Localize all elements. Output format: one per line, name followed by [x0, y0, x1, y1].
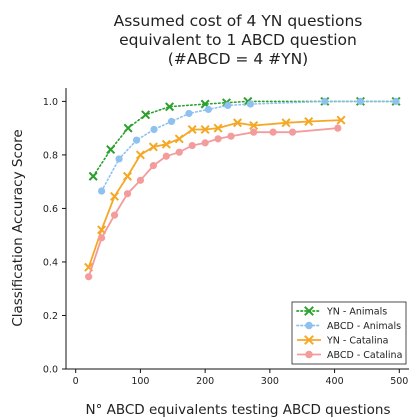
- series-line-abcd-animals: [100, 100, 397, 192]
- x-tick-label: 100: [131, 376, 149, 387]
- data-point-abcd-catalina: [123, 190, 132, 198]
- data-point-yn-catalina: [249, 120, 259, 130]
- x-tick-label: 300: [261, 376, 279, 387]
- data-point-abcd-animals: [185, 109, 193, 118]
- x-ticks: 0 100 200 300 400 500: [73, 369, 408, 387]
- data-point-yn-catalina: [200, 124, 210, 134]
- data-point-yn-catalina: [110, 191, 120, 201]
- chart-title-line-1: Assumed cost of 4 YN questions: [114, 12, 363, 30]
- data-point-abcd-animals: [167, 117, 176, 126]
- data-point-abcd-catalina: [85, 273, 93, 281]
- data-point-abcd-animals: [224, 101, 232, 109]
- data-point-abcd-catalina: [188, 141, 196, 150]
- x-tick-label: 400: [326, 376, 344, 387]
- data-point-abcd-animals: [321, 97, 329, 105]
- y-axis-label: Classification Accuracy Score: [10, 129, 26, 326]
- data-point-abcd-catalina: [175, 148, 183, 156]
- y-tick-label: 0.6: [43, 204, 58, 215]
- data-point-yn-animals: [165, 102, 175, 112]
- data-point-yn-catalina: [161, 139, 171, 149]
- x-tick-label: 0: [73, 376, 79, 387]
- data-point-yn-animals: [88, 171, 98, 181]
- data-point-abcd-animals: [392, 97, 400, 105]
- series-abcd-catalina: [85, 124, 342, 281]
- data-point-yn-catalina: [135, 150, 145, 160]
- data-point-yn-animals: [106, 145, 116, 155]
- legend-label: ABCD - Animals: [327, 321, 401, 332]
- data-point-abcd-animals: [115, 155, 123, 163]
- data-point-abcd-animals: [356, 97, 365, 105]
- x-tick-label: 200: [196, 376, 214, 387]
- legend-marker: [305, 350, 313, 359]
- chart-title-line-3: (#ABCD = 4 #YN): [168, 50, 308, 68]
- data-point-abcd-animals: [246, 100, 255, 108]
- y-tick-label: 1.0: [43, 97, 58, 108]
- legend: YN - Animals ABCD - Animals YN - Catalina A…: [291, 301, 407, 365]
- data-point-abcd-catalina: [162, 152, 170, 160]
- data-point-abcd-animals: [132, 136, 141, 144]
- legend-marker: [305, 321, 313, 330]
- legend-marker: [304, 335, 314, 345]
- legend-item: ABCD - Catalina: [297, 350, 402, 361]
- data-point-abcd-catalina: [269, 128, 277, 136]
- x-axis-label: N° ABCD equivalents testing ABCD questio…: [85, 402, 390, 418]
- legend-label: YN - Animals: [326, 307, 387, 318]
- data-point-abcd-catalina: [201, 139, 209, 147]
- data-point-yn-catalina: [148, 142, 158, 152]
- y-tick-label: 0.8: [43, 150, 58, 161]
- y-tick-label: 0.4: [43, 257, 58, 268]
- data-point-yn-catalina: [174, 134, 184, 144]
- data-point-abcd-catalina: [149, 162, 157, 170]
- data-point-abcd-catalina: [250, 128, 258, 136]
- data-point-abcd-animals: [204, 105, 212, 114]
- data-point-abcd-catalina: [97, 234, 106, 242]
- data-point-abcd-catalina: [110, 211, 119, 219]
- y-tick-label: 0.0: [43, 365, 58, 376]
- legend-label: ABCD - Catalina: [327, 350, 402, 361]
- legend-marker: [304, 306, 314, 316]
- data-point-abcd-catalina: [227, 132, 235, 140]
- data-point-yn-catalina: [232, 118, 243, 128]
- data-point-yn-catalina: [304, 116, 314, 126]
- data-point-yn-animals: [123, 123, 133, 133]
- y-tick-label: 0.2: [43, 311, 58, 322]
- y-ticks: 0.0 0.2 0.4 0.6 0.8 1.0: [43, 97, 66, 376]
- data-point-abcd-animals: [97, 187, 106, 195]
- chart-title: Assumed cost of 4 YN questions equivalen…: [114, 12, 363, 68]
- data-point-abcd-catalina: [334, 124, 342, 132]
- data-point-yn-catalina: [213, 123, 223, 133]
- data-point-yn-catalina: [336, 115, 346, 125]
- series-abcd-animals: [97, 97, 400, 195]
- data-point-abcd-catalina: [214, 135, 222, 143]
- legend-label: YN - Catalina: [326, 336, 389, 347]
- data-point-yn-catalina: [122, 171, 132, 181]
- legend-item: ABCD - Animals: [296, 321, 401, 332]
- legend-item: YN - Animals: [296, 306, 387, 318]
- chart-title-line-2: equivalent to 1 ABCD question: [119, 31, 357, 49]
- data-point-yn-catalina: [187, 124, 197, 134]
- series-line-yn-catalina: [87, 119, 342, 268]
- data-point-yn-catalina: [281, 118, 291, 128]
- plot-area: [84, 96, 401, 281]
- data-point-abcd-animals: [150, 125, 158, 134]
- data-point-abcd-catalina: [136, 176, 145, 184]
- legend-item: YN - Catalina: [297, 335, 389, 347]
- x-tick-label: 500: [390, 376, 408, 387]
- data-point-abcd-catalina: [288, 128, 297, 136]
- series-line-abcd-catalina: [87, 127, 338, 277]
- data-point-yn-animals: [141, 110, 151, 120]
